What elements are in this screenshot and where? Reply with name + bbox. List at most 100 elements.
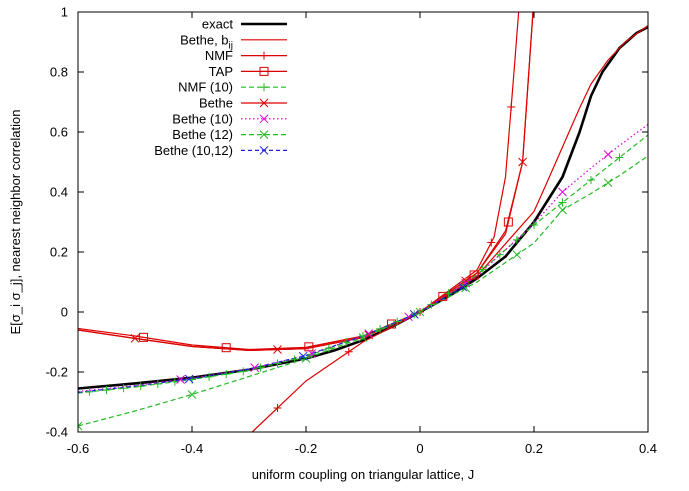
series-marker-7 <box>512 250 522 260</box>
series-marker-7 <box>187 390 197 399</box>
legend-label: Bethe <box>199 96 233 111</box>
series-marker-4 <box>615 153 624 162</box>
series-marker-7 <box>558 205 567 215</box>
legend-marker <box>260 51 268 60</box>
series-marker-3 <box>221 343 231 353</box>
series-line-8 <box>78 281 472 393</box>
series-marker-3 <box>139 332 149 342</box>
legend-label: Bethe (12) <box>172 127 233 142</box>
series-marker-6 <box>176 375 185 384</box>
series-marker-4 <box>587 176 595 184</box>
series-marker-2 <box>487 238 496 247</box>
series-marker-4 <box>273 359 282 368</box>
y-tick-label: -0.4 <box>46 425 68 440</box>
series-marker-3 <box>503 217 513 227</box>
series-line-3 <box>78 12 534 351</box>
series-marker-4 <box>205 372 214 381</box>
series-markers <box>78 103 624 431</box>
y-axis-title: E[σ_i σ_j], nearest neighbor correlation <box>8 110 23 335</box>
series-marker-4 <box>239 367 248 376</box>
series-marker-3 <box>387 319 396 329</box>
legend-marker <box>260 83 268 92</box>
legend-label: Bethe, bij <box>180 32 233 51</box>
x-tick-label: 0 <box>416 441 423 456</box>
series-marker-4 <box>136 382 145 391</box>
legend-label: Bethe (10) <box>172 111 233 126</box>
legend-label: NMF (10) <box>178 80 233 95</box>
series-marker-6 <box>603 150 613 159</box>
series-marker-4 <box>341 338 350 347</box>
series-line-1 <box>78 25 648 351</box>
y-tick-label: 0.8 <box>50 65 68 80</box>
legend-item: Bethe <box>199 96 287 111</box>
series-marker-4 <box>85 387 94 396</box>
series-marker-5 <box>518 157 527 167</box>
series-marker-4 <box>256 363 265 372</box>
series-line-5 <box>78 12 534 351</box>
legend-label: TAP <box>209 64 233 79</box>
series-lines <box>78 12 648 432</box>
legend-item: NMF (10) <box>178 80 287 95</box>
series-marker-4 <box>495 250 504 259</box>
series-marker-4 <box>290 355 299 364</box>
legend-item: NMF <box>205 48 287 63</box>
y-tick-label: 0.2 <box>50 245 68 260</box>
series-marker-4 <box>170 377 179 386</box>
legend-marker <box>259 146 269 155</box>
legend-item: TAP <box>209 64 287 79</box>
series-marker-4 <box>119 384 128 393</box>
series-marker-4 <box>427 300 436 309</box>
series-line-2 <box>251 12 520 432</box>
series-marker-4 <box>102 386 111 394</box>
x-tick-label: -0.2 <box>295 441 317 456</box>
legend-marker <box>259 66 269 76</box>
series-marker-4 <box>512 235 521 244</box>
series-marker-4 <box>376 324 385 333</box>
series-line-6 <box>78 124 648 393</box>
legend-marker <box>259 130 269 139</box>
series-marker-6 <box>404 312 413 322</box>
series-marker-2 <box>507 103 516 111</box>
series-marker-5 <box>273 345 282 354</box>
x-tick-label: 0.2 <box>525 441 543 456</box>
series-marker-4 <box>222 370 231 379</box>
legend-item: Bethe (12) <box>172 127 287 142</box>
series-marker-5 <box>364 330 374 340</box>
series-marker-7 <box>603 178 613 188</box>
series-marker-7 <box>358 333 368 342</box>
x-axis-title: uniform coupling on triangular lattice, … <box>252 467 475 482</box>
series-marker-8 <box>458 282 468 292</box>
series-marker-4 <box>393 317 402 326</box>
series-marker-8 <box>184 374 194 384</box>
series-marker-8 <box>298 351 308 361</box>
series-marker-3 <box>438 291 448 301</box>
series-marker-4 <box>324 344 333 353</box>
series-marker-6 <box>364 329 374 338</box>
legend-marker <box>259 98 269 108</box>
series-marker-4 <box>444 289 453 298</box>
series-marker-4 <box>153 380 162 388</box>
series-marker-4 <box>478 265 487 274</box>
series-marker-7 <box>78 421 83 431</box>
x-tick-label: 0.4 <box>639 441 657 456</box>
y-tick-label: 1 <box>61 5 68 20</box>
legend-marker <box>259 114 269 124</box>
legend-label: exact <box>202 17 233 32</box>
legend-item: Bethe (10,12) <box>154 143 287 158</box>
series-marker-5 <box>461 276 470 286</box>
y-tick-label: -0.2 <box>46 365 68 380</box>
axis-ticks: -0.6 -0.4 -0.2 0 0.2 0.4-0.4-0.200.20.40.60.8… <box>46 5 657 457</box>
legend-item: exact <box>202 17 287 32</box>
y-tick-label: 0 <box>61 305 68 320</box>
series-marker-4 <box>558 198 567 207</box>
series-marker-5 <box>130 334 140 343</box>
series-marker-8 <box>409 310 419 319</box>
series-marker-2 <box>344 347 353 356</box>
legend-item: Bethe (10) <box>172 111 287 126</box>
series-marker-6 <box>558 187 567 197</box>
legend-label: Bethe (10,12) <box>154 143 233 158</box>
y-tick-label: 0.4 <box>50 185 68 200</box>
plot-frame <box>77 11 649 433</box>
